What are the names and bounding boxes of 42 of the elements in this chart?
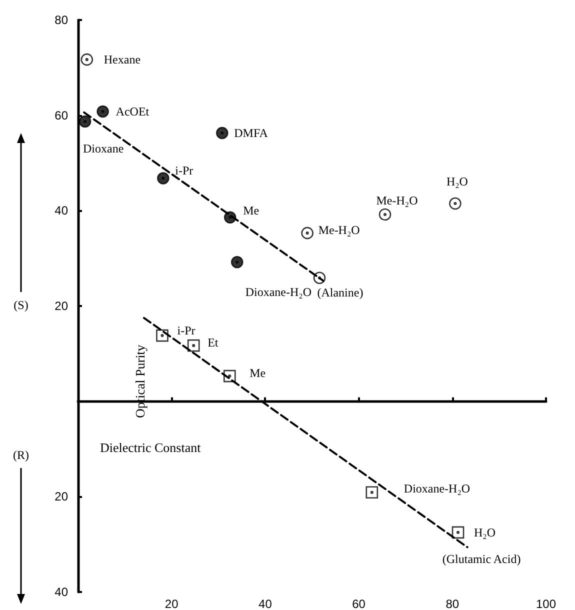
y-tick-label: 20	[54, 299, 68, 313]
point	[157, 172, 170, 184]
y-tick-label: 20	[54, 490, 68, 504]
annotation: Dioxane	[83, 142, 124, 156]
point	[216, 126, 228, 140]
y-tick-label: 60	[54, 108, 68, 122]
annotation: Me-H₂O	[318, 223, 360, 238]
x-tick-label: 80	[446, 597, 460, 610]
annotation: Dioxane-H₂O	[404, 481, 470, 496]
annotation: i-Pr	[177, 324, 196, 338]
point	[96, 105, 109, 118]
annotation: (Alanine)	[317, 286, 364, 300]
text: (R)	[13, 448, 29, 462]
annotation: DMFA	[234, 126, 268, 140]
x-tick-label: 20	[164, 597, 179, 610]
annotation: Me	[243, 203, 260, 218]
annotation: Et	[208, 336, 219, 350]
point	[366, 486, 378, 499]
x-tick-label: 60	[352, 597, 366, 610]
y-tick-label: 80	[54, 13, 68, 27]
x-axis-title: Dielectric Constant	[100, 440, 202, 455]
x-tick-label: 40	[258, 597, 272, 610]
y-tick-label: 40	[54, 204, 68, 218]
point	[80, 53, 94, 66]
annotation: Me-H₂O	[376, 193, 418, 208]
x-tick-label: 100	[536, 597, 556, 610]
point	[230, 256, 244, 268]
annotation: H₂O	[474, 525, 496, 540]
annotation: i-Pr	[175, 163, 194, 178]
y-tick-label: 40	[54, 585, 68, 599]
annotation: H₂O	[446, 174, 468, 189]
point	[449, 197, 462, 210]
annotation: (Glutamic Acid)	[442, 552, 521, 566]
text: (S)	[14, 298, 28, 312]
annotation: Me	[250, 366, 266, 380]
annotation: Dioxane-H₂O	[245, 284, 312, 299]
annotation: Hexane	[104, 52, 141, 67]
point	[78, 115, 92, 128]
point	[301, 226, 314, 240]
point	[378, 208, 392, 221]
y-axis-title: Optical Purity	[132, 344, 148, 418]
annotation: AcOEt	[116, 104, 150, 119]
